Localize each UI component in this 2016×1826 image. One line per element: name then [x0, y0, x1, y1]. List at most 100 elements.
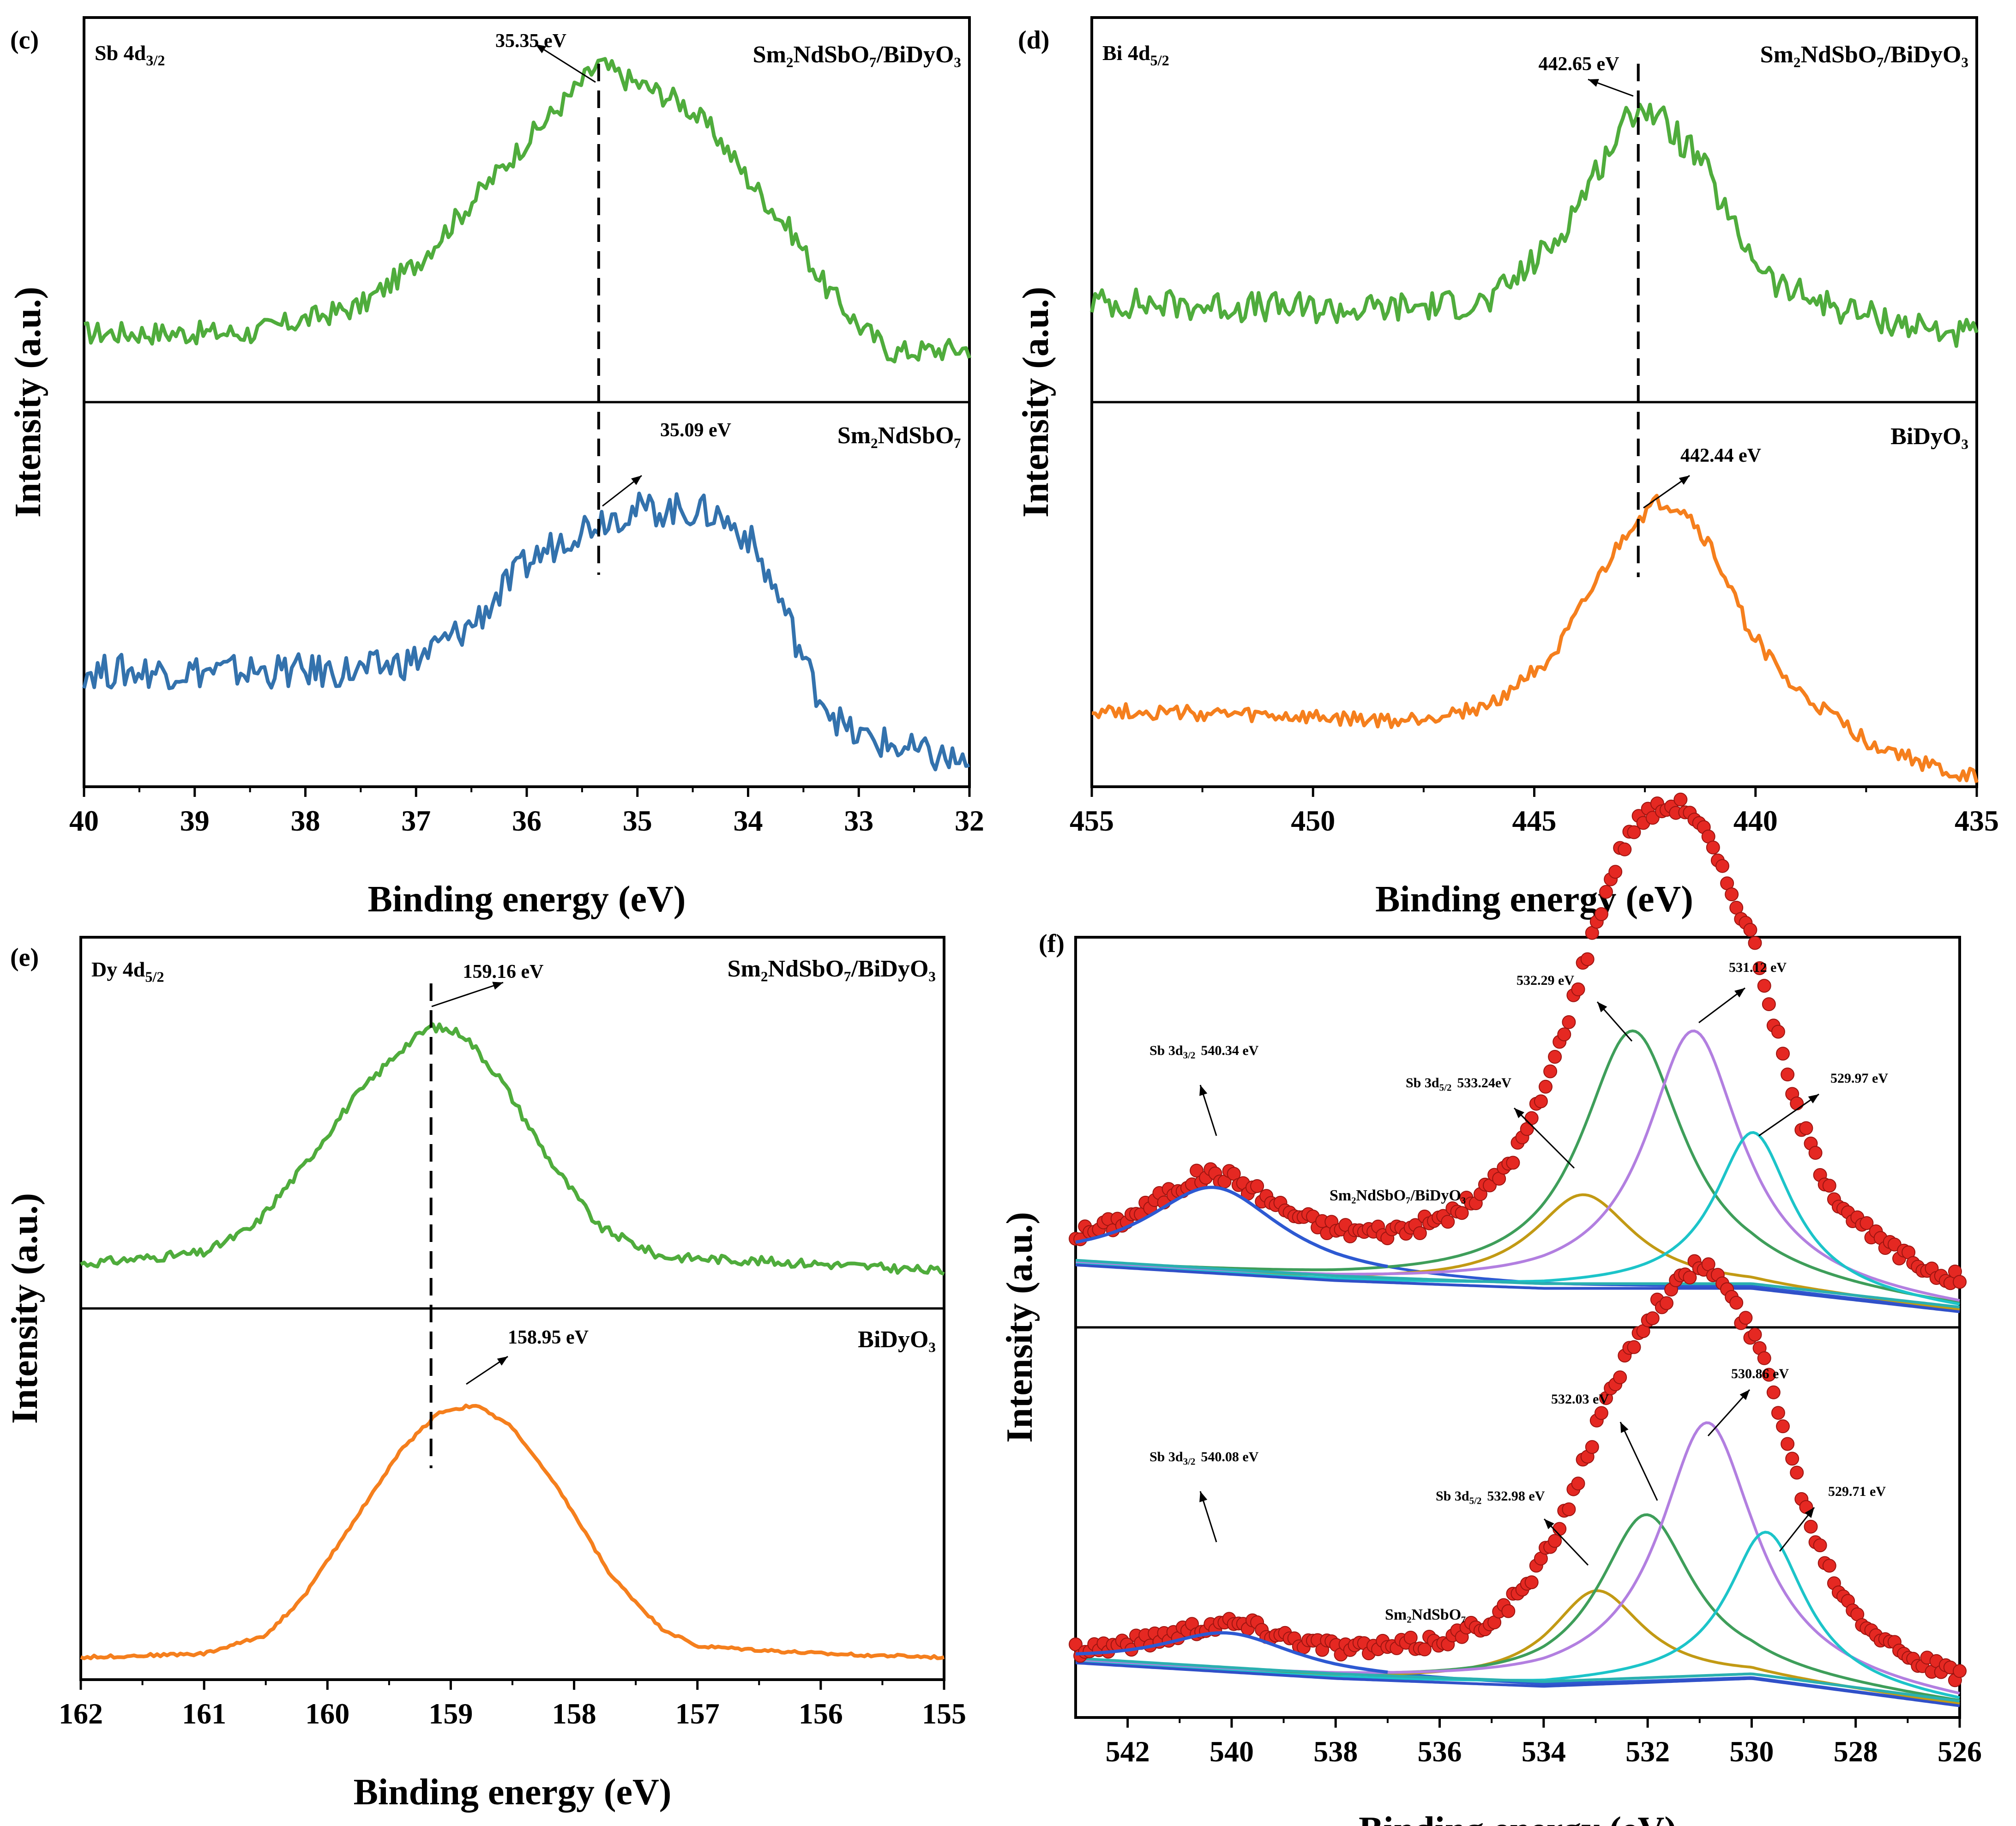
x-tick-label: 156: [799, 1697, 843, 1730]
sb52-label-main: Sb 3d: [1406, 1075, 1439, 1091]
sb32-label-value: 540.34 eV: [1201, 1043, 1258, 1058]
data-point: [1715, 859, 1729, 873]
panel-label: (c): [10, 26, 39, 54]
data-point: [1776, 1419, 1790, 1434]
o-component-1-arrow-line: [1619, 1422, 1658, 1501]
element-label-sub: 5/2: [145, 969, 164, 985]
fit-background-envelope: [1075, 1657, 1960, 1703]
sb52-label: Sb 3d5/2 533.24eV: [1406, 1075, 1511, 1093]
fit-sb32-envelope: [1075, 1631, 1388, 1674]
y-axis-label: Intensity (a.u.): [8, 287, 48, 518]
sb52-arrow-line: [1513, 1107, 1575, 1169]
series-line-top: [80, 1022, 945, 1276]
peak-arrow-head: [1588, 79, 1599, 87]
data-point: [1413, 1226, 1427, 1240]
data-point: [1250, 1179, 1264, 1193]
o-component-1-label: 532.29 eV: [1517, 973, 1574, 988]
data-point: [1683, 1271, 1697, 1284]
x-tick-label: 34: [734, 804, 763, 837]
element-label-sub: 5/2: [1150, 52, 1169, 69]
data-point: [1729, 1296, 1744, 1310]
data-point: [1441, 1215, 1455, 1229]
data-point: [1524, 1575, 1539, 1590]
data-point: [1660, 1296, 1673, 1310]
data-point: [1739, 1311, 1753, 1325]
x-tick-label: 37: [401, 804, 431, 837]
fit-background-envelope: [1075, 1259, 1960, 1309]
series-line-top: [1090, 102, 1979, 348]
data-point: [1804, 1519, 1818, 1534]
data-point: [1762, 1368, 1776, 1382]
data-point: [1752, 961, 1767, 975]
fit-sb32-envelope: [1075, 1186, 1388, 1268]
o-component-1-label: 532.03 eV: [1551, 1392, 1609, 1407]
y-axis-label: Intensity (a.u.): [1016, 287, 1056, 518]
sb52-label: Sb 3d5/2 532.98 eV: [1436, 1489, 1545, 1507]
data-point: [1618, 842, 1632, 856]
x-tick-label: 33: [844, 804, 873, 837]
x-tick-label: 450: [1291, 804, 1335, 837]
x-tick-label: 158: [552, 1697, 596, 1730]
data-point: [1860, 1216, 1874, 1230]
x-tick-label: 536: [1418, 1735, 1462, 1768]
sb52-arrow-head: [1514, 1108, 1524, 1118]
x-tick-label: 542: [1106, 1735, 1150, 1768]
x-axis-label: Binding energy (eV): [1375, 879, 1693, 920]
panel-e: 162 161 160 159 158 157 156 155 Binding energy (…: [5, 936, 966, 1813]
data-point: [1585, 1440, 1599, 1454]
x-tick-label: 440: [1733, 804, 1778, 837]
data-point: [1808, 1146, 1823, 1160]
data-point: [1455, 1206, 1469, 1220]
element-label: Sb 4d3/2: [95, 41, 165, 69]
data-point: [1771, 1024, 1785, 1039]
data-point: [1757, 1351, 1771, 1365]
fit-background: [1075, 1661, 1960, 1707]
element-label-main: Sb 4d: [95, 41, 146, 65]
y-axis-label: Intensity (a.u.): [5, 1193, 45, 1424]
sb52-label-sub: 5/2: [1469, 1495, 1482, 1507]
peak-label: 159.16 eV: [463, 961, 544, 982]
peak-label: 158.95 eV: [508, 1327, 589, 1348]
o-component-3-label: 529.71 eV: [1828, 1484, 1886, 1499]
peak-arrow-head: [492, 982, 503, 990]
x-tick-label: 435: [1955, 804, 1999, 837]
peak-arrow-head: [631, 476, 642, 485]
sb32-label: Sb 3d3/2 540.34 eV: [1149, 1043, 1259, 1061]
peak-label: 35.35 eV: [495, 30, 566, 52]
o-component-3-label: 529.97 eV: [1830, 1071, 1888, 1086]
data-point: [1594, 1406, 1608, 1420]
series-line-bottom: [82, 491, 970, 771]
element-label: Dy 4d5/2: [91, 958, 164, 985]
data-point: [1524, 1111, 1539, 1125]
data-point: [1548, 1050, 1562, 1064]
data-point: [1645, 1311, 1660, 1326]
sb52-label-value: 532.98 eV: [1487, 1489, 1545, 1504]
series-line-bottom: [1091, 494, 1979, 783]
data-point: [1781, 1437, 1795, 1451]
peak-arrow-line: [431, 982, 504, 1007]
x-tick-label: 155: [922, 1697, 966, 1730]
x-tick-label: 39: [180, 804, 210, 837]
x-axis-label: Binding energy (eV): [368, 879, 686, 920]
panel-d: 455 450 445 440 435 Binding energy (eV) Intens…: [1016, 16, 1999, 920]
sb32-label-sub: 3/2: [1183, 1456, 1196, 1467]
data-point: [1771, 1406, 1785, 1420]
data-point: [1781, 1067, 1795, 1082]
data-point: [1822, 1179, 1836, 1193]
data-point: [1673, 792, 1688, 807]
x-tick-label: 36: [512, 804, 542, 837]
data-point: [1613, 1370, 1627, 1385]
series-line-bottom: [80, 1404, 945, 1660]
element-label-sub: 3/2: [146, 52, 165, 69]
data-point: [1706, 840, 1720, 855]
sb52-arrow-line: [1543, 1518, 1589, 1566]
panel-label: (d): [1018, 26, 1049, 54]
panel-label: (f): [1039, 929, 1065, 958]
series-line-top: [84, 57, 971, 364]
o-component-3-arrow-head: [1808, 1094, 1819, 1103]
series-name: Sm₂NdSbO₇/BiDyO₃: [753, 42, 961, 68]
x-tick-label: 528: [1834, 1735, 1878, 1768]
x-tick-label: 532: [1625, 1735, 1670, 1768]
data-point: [1534, 1094, 1548, 1109]
